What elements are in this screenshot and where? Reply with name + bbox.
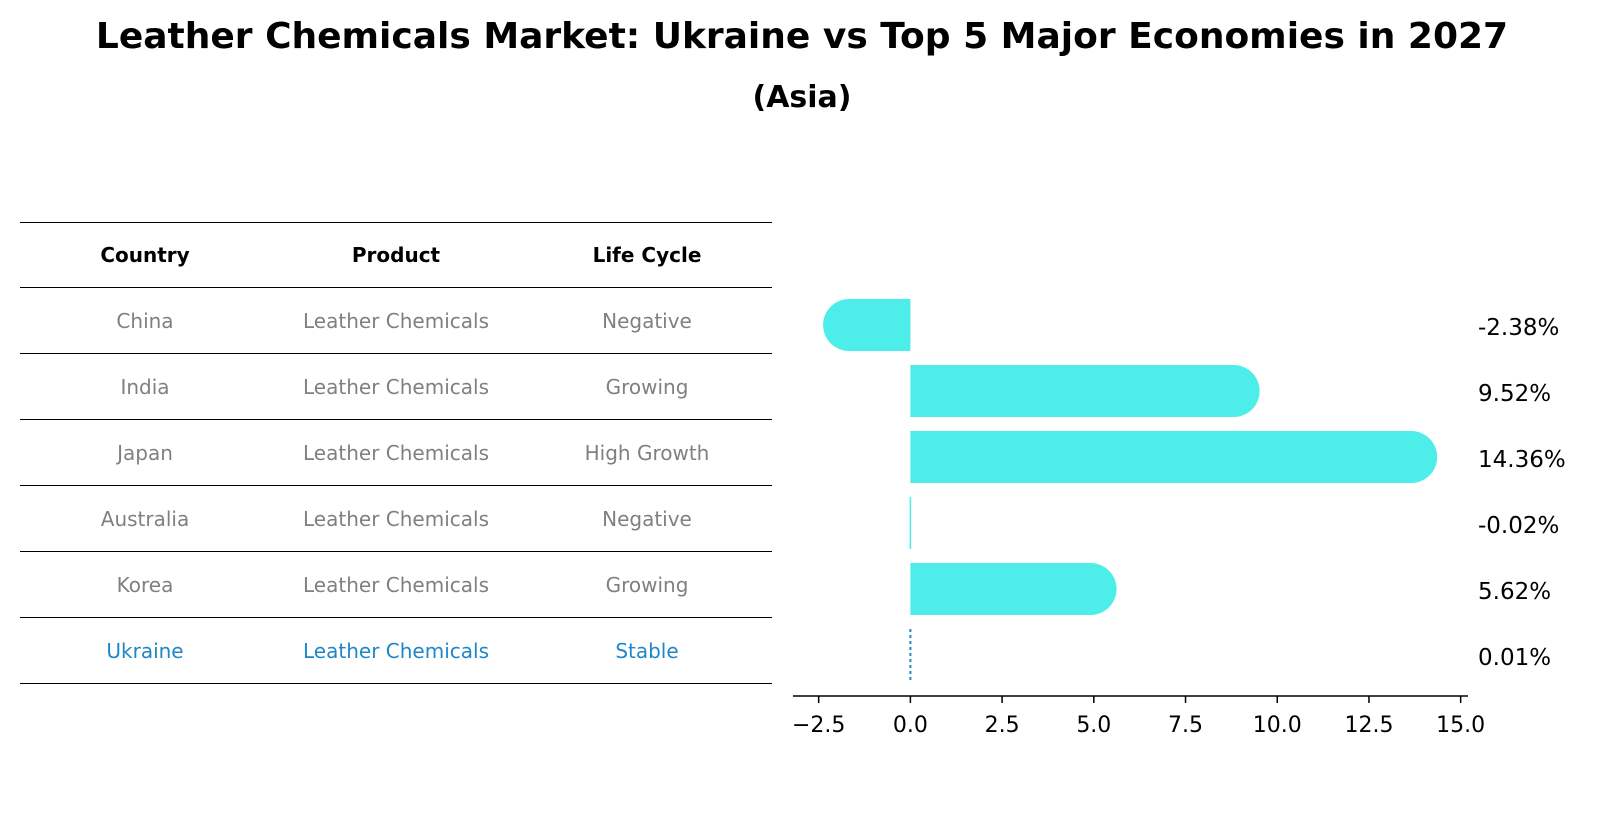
country-table: Country Product Life Cycle China Leather… — [20, 222, 772, 684]
table-row-highlighted: Ukraine Leather Chemicals Stable — [20, 618, 772, 684]
table-row: Australia Leather Chemicals Negative — [20, 486, 772, 552]
life-cycle-cell: High Growth — [584, 440, 710, 465]
bar-japan — [910, 431, 1438, 483]
header-life-cycle: Life Cycle — [592, 243, 702, 267]
x-tick-label: 10.0 — [1253, 713, 1302, 738]
life-cycle-cell: Growing — [605, 374, 689, 399]
product-cell: Leather Chemicals — [303, 374, 489, 399]
life-cycle-cell: Stable — [615, 638, 679, 663]
country-cell: China — [116, 308, 174, 333]
table-row: Korea Leather Chemicals Growing — [20, 552, 772, 618]
country-cell: India — [120, 374, 170, 399]
chart-subtitle: (Asia) — [752, 80, 852, 115]
x-tick-label: 5.0 — [1076, 713, 1111, 738]
x-tick-label: 15.0 — [1436, 713, 1485, 738]
product-cell: Leather Chemicals — [303, 638, 489, 663]
value-label-ukraine: 0.01% — [1478, 645, 1551, 671]
value-label-australia: -0.02% — [1478, 513, 1559, 539]
value-label-china: -2.38% — [1478, 315, 1559, 341]
x-tick-label: 12.5 — [1344, 713, 1393, 738]
country-cell: Australia — [100, 506, 190, 531]
life-cycle-cell: Negative — [602, 308, 692, 333]
table-row: Japan Leather Chemicals High Growth — [20, 420, 772, 486]
x-tick-label: 2.5 — [985, 713, 1020, 738]
x-tick-label: 7.5 — [1168, 713, 1203, 738]
bar-korea — [910, 563, 1117, 615]
table-row: India Leather Chemicals Growing — [20, 354, 772, 420]
value-label-india: 9.52% — [1478, 381, 1551, 407]
header-country: Country — [100, 243, 190, 267]
value-label-japan: 14.36% — [1478, 447, 1566, 473]
life-cycle-cell: Negative — [602, 506, 692, 531]
product-cell: Leather Chemicals — [303, 308, 489, 333]
country-cell: Korea — [116, 572, 174, 597]
bar-india — [910, 365, 1260, 417]
value-label-korea: 5.62% — [1478, 579, 1551, 605]
country-cell: Japan — [117, 440, 173, 465]
product-cell: Leather Chemicals — [303, 572, 489, 597]
bar-china — [823, 299, 911, 351]
header-product: Product — [351, 243, 441, 267]
table-row: China Leather Chemicals Negative — [20, 288, 772, 354]
chart-title: Leather Chemicals Market: Ukraine vs Top… — [95, 16, 1509, 57]
life-cycle-cell: Growing — [605, 572, 689, 597]
product-cell: Leather Chemicals — [303, 440, 489, 465]
x-tick-label: 0.0 — [893, 713, 928, 738]
product-cell: Leather Chemicals — [303, 506, 489, 531]
country-cell: Ukraine — [106, 638, 184, 663]
x-tick-label: −2.5 — [792, 713, 845, 738]
table-header-row: Country Product Life Cycle — [20, 222, 772, 288]
